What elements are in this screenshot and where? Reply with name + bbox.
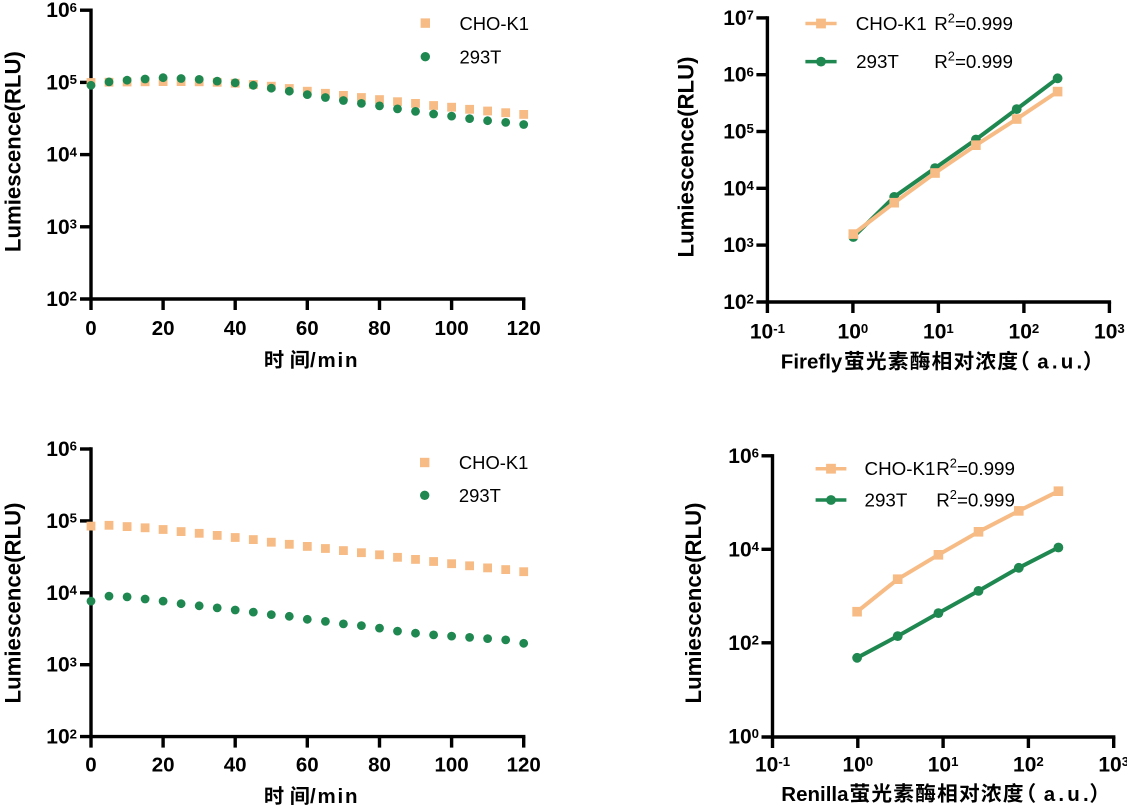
svg-text:a.u.: a.u. <box>1037 351 1085 374</box>
svg-text:CHO-K1: CHO-K1 <box>865 458 936 479</box>
svg-text:80: 80 <box>368 754 391 777</box>
svg-text:10-1: 10-1 <box>755 753 790 776</box>
svg-text:Lumiescence(RLU): Lumiescence(RLU) <box>681 503 706 704</box>
svg-text:Lumiescence(RLU): Lumiescence(RLU) <box>0 51 25 252</box>
svg-text:103: 103 <box>723 234 754 257</box>
svg-text:103: 103 <box>1098 753 1127 776</box>
svg-text:Renilla: Renilla <box>781 783 849 806</box>
svg-text:104: 104 <box>723 177 754 200</box>
svg-text:102: 102 <box>1013 753 1044 776</box>
svg-text:293T: 293T <box>865 490 908 511</box>
svg-text:105: 105 <box>46 510 77 533</box>
svg-text:106: 106 <box>723 64 754 87</box>
svg-text:104: 104 <box>728 538 759 561</box>
svg-text:R2=0.999: R2=0.999 <box>936 456 1015 480</box>
svg-text:0: 0 <box>85 754 96 777</box>
svg-text:106: 106 <box>728 445 759 468</box>
svg-text:107: 107 <box>723 7 754 30</box>
svg-text:40: 40 <box>224 754 247 777</box>
svg-text:103: 103 <box>1094 320 1125 343</box>
svg-text:80: 80 <box>368 317 391 340</box>
svg-text:/min: /min <box>310 785 359 808</box>
svg-text:40: 40 <box>224 317 247 340</box>
svg-text:/min: /min <box>310 349 359 372</box>
svg-text:101: 101 <box>923 320 954 343</box>
svg-text:106: 106 <box>46 0 77 22</box>
svg-text:102: 102 <box>46 288 77 311</box>
svg-text:R2=0.999: R2=0.999 <box>934 49 1013 73</box>
svg-text:105: 105 <box>46 71 77 94</box>
svg-text:CHO-K1: CHO-K1 <box>856 13 927 34</box>
svg-text:102: 102 <box>728 632 759 655</box>
svg-text:100: 100 <box>842 753 873 776</box>
svg-text:60: 60 <box>296 754 319 777</box>
svg-text:R2=0.999: R2=0.999 <box>934 11 1013 35</box>
svg-text:293T: 293T <box>856 51 899 72</box>
svg-text:101: 101 <box>928 753 959 776</box>
svg-text:100: 100 <box>434 754 468 777</box>
svg-text:120: 120 <box>507 317 541 340</box>
svg-text:120: 120 <box>507 754 541 777</box>
svg-text:100: 100 <box>728 725 759 748</box>
svg-text:20: 20 <box>152 317 175 340</box>
svg-text:102: 102 <box>46 726 77 749</box>
svg-text:293T: 293T <box>459 485 501 506</box>
svg-text:293T: 293T <box>460 46 502 67</box>
svg-text:Firefly: Firefly <box>781 351 843 374</box>
svg-text:106: 106 <box>46 438 77 461</box>
svg-text:100: 100 <box>434 317 468 340</box>
svg-text:10-1: 10-1 <box>750 320 785 343</box>
svg-text:103: 103 <box>46 654 77 677</box>
svg-text:0: 0 <box>85 317 96 340</box>
svg-text:20: 20 <box>152 754 175 777</box>
svg-text:CHO-K1: CHO-K1 <box>459 452 529 473</box>
svg-text:R2=0.999: R2=0.999 <box>936 487 1015 511</box>
svg-text:105: 105 <box>723 121 754 144</box>
svg-text:104: 104 <box>46 144 77 167</box>
svg-text:102: 102 <box>1009 320 1040 343</box>
svg-text:102: 102 <box>723 291 754 314</box>
svg-text:Lumiescence(RLU): Lumiescence(RLU) <box>673 57 698 258</box>
svg-text:CHO-K1: CHO-K1 <box>460 13 530 34</box>
svg-text:Lumiescence(RLU): Lumiescence(RLU) <box>0 503 25 704</box>
svg-text:100: 100 <box>838 320 869 343</box>
svg-text:103: 103 <box>46 216 77 239</box>
svg-text:104: 104 <box>46 582 77 605</box>
svg-text:a.u.: a.u. <box>1044 783 1092 806</box>
svg-text:60: 60 <box>296 317 319 340</box>
